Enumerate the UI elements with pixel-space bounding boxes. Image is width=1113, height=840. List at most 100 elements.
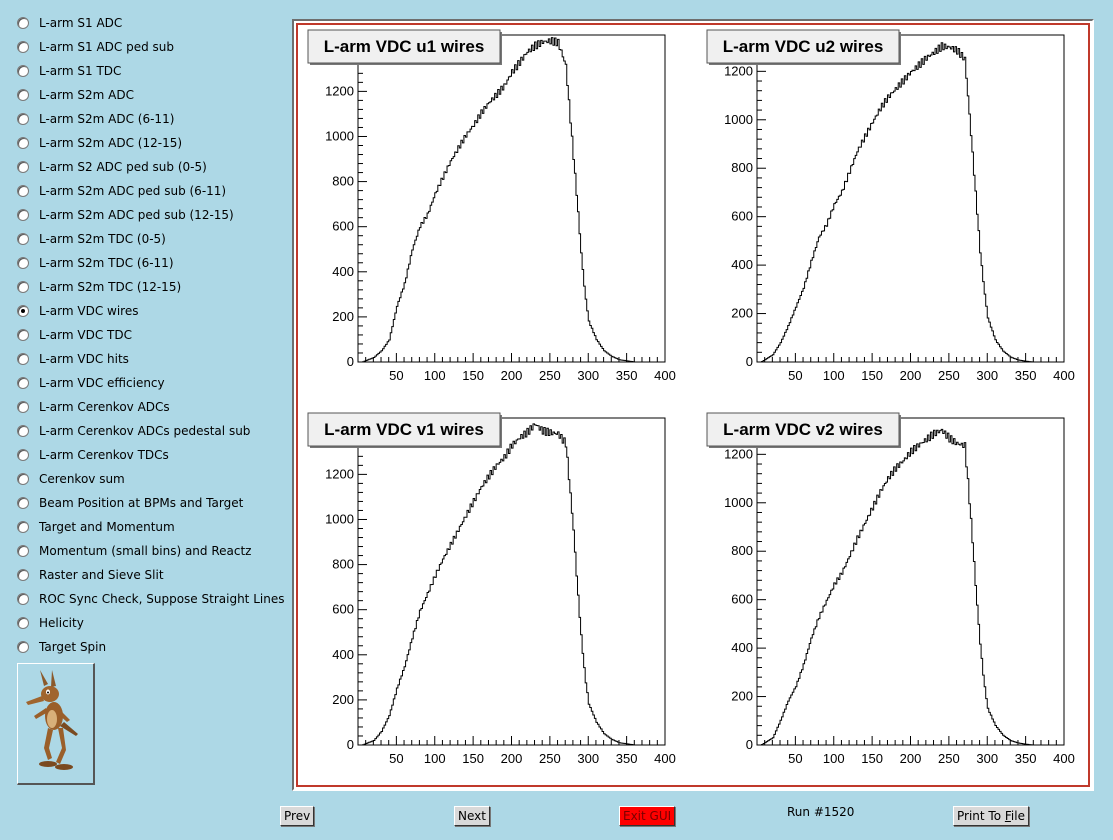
menu-item-label: L-arm Cerenkov ADCs pedestal sub [39, 424, 251, 438]
x-tick-label: 400 [1053, 368, 1075, 383]
menu-item[interactable]: Raster and Sieve Slit [17, 565, 164, 585]
menu-item[interactable]: L-arm S2m TDC (0-5) [17, 229, 166, 249]
menu-item-label: Beam Position at BPMs and Target [39, 496, 244, 510]
x-tick-label: 100 [424, 368, 446, 383]
menu-item-label: L-arm VDC efficiency [39, 376, 165, 390]
menu-item[interactable]: L-arm Cerenkov ADCs [17, 397, 170, 417]
radio-button[interactable] [17, 521, 29, 533]
x-tick-label: 150 [462, 751, 484, 766]
menu-item[interactable]: L-arm S2m ADC [17, 85, 134, 105]
y-tick-label: 200 [332, 309, 354, 324]
radio-button[interactable] [17, 257, 29, 269]
menu-item[interactable]: Target and Momentum [17, 517, 175, 537]
radio-button[interactable] [17, 185, 29, 197]
radio-button[interactable] [17, 449, 29, 461]
menu-item-label: L-arm VDC wires [39, 304, 139, 318]
radio-button[interactable] [17, 353, 29, 365]
radio-button[interactable] [17, 137, 29, 149]
menu-item[interactable]: Momentum (small bins) and Reactz [17, 541, 251, 561]
y-tick-label: 400 [731, 257, 753, 272]
histogram-canvas[interactable]: 50 100 150 200 250 300 350 40002004006008001000… [298, 25, 1092, 789]
y-tick-label: 200 [332, 692, 354, 707]
menu-item[interactable]: ROC Sync Check, Suppose Straight Lines [17, 589, 284, 609]
x-tick-label: 350 [1015, 368, 1037, 383]
radio-button[interactable] [17, 473, 29, 485]
plot-title-box [706, 412, 900, 447]
menu-item[interactable]: L-arm S2m ADC ped sub (6-11) [17, 181, 226, 201]
menu-item[interactable]: L-arm VDC hits [17, 349, 129, 369]
radio-button[interactable] [17, 569, 29, 581]
radio-button[interactable] [17, 545, 29, 557]
plot-frame [756, 417, 1065, 746]
menu-item-label: L-arm S2m ADC (12-15) [39, 136, 183, 150]
menu-item[interactable]: Helicity [17, 613, 84, 633]
menu-item[interactable]: Cerenkov sum [17, 469, 125, 489]
menu-item-label: L-arm VDC TDC [39, 328, 132, 342]
x-tick-label: 200 [900, 368, 922, 383]
menu-item-label: Raster and Sieve Slit [39, 568, 164, 582]
radio-button[interactable] [17, 305, 29, 317]
plot-title: L-arm VDC v2 wires [723, 420, 883, 439]
radio-button[interactable] [17, 89, 29, 101]
x-tick-label: 300 [976, 751, 998, 766]
menu-item-label: L-arm S2 ADC ped sub (0-5) [39, 160, 207, 174]
radio-button[interactable] [17, 497, 29, 509]
menu-item[interactable]: L-arm S2m ADC ped sub (12-15) [17, 205, 234, 225]
menu-item[interactable]: L-arm VDC efficiency [17, 373, 165, 393]
menu-item[interactable]: L-arm S2m TDC (12-15) [17, 277, 181, 297]
menu-item-label: ROC Sync Check, Suppose Straight Lines [39, 592, 285, 606]
radio-button[interactable] [17, 17, 29, 29]
menu-item-label: L-arm Cerenkov TDCs [39, 448, 169, 462]
menu-item[interactable]: L-arm VDC TDC [17, 325, 132, 345]
print-label-pre: Print To [957, 809, 1005, 823]
y-tick-label: 1200 [325, 83, 354, 98]
menu-item[interactable]: L-arm S1 ADC [17, 13, 122, 33]
radio-button[interactable] [17, 233, 29, 245]
menu-item[interactable]: L-arm Cerenkov ADCs pedestal sub [17, 421, 250, 441]
menu-item[interactable]: L-arm S2m ADC (6-11) [17, 109, 174, 129]
print-label-post: ile [1010, 809, 1025, 823]
menu-item[interactable]: Target Spin [17, 637, 106, 657]
radio-button[interactable] [17, 41, 29, 53]
plot-frame [357, 34, 666, 363]
menu-item[interactable]: L-arm S2m ADC (12-15) [17, 133, 182, 153]
radio-button[interactable] [17, 377, 29, 389]
radio-button[interactable] [17, 617, 29, 629]
radio-button[interactable] [17, 329, 29, 341]
y-tick-label: 600 [332, 219, 354, 234]
radio-button[interactable] [17, 65, 29, 77]
y-tick-label: 1000 [724, 495, 753, 510]
y-tick-label: 800 [332, 174, 354, 189]
radio-button[interactable] [17, 593, 29, 605]
y-tick-label: 800 [731, 543, 753, 558]
next-button[interactable]: Next [454, 806, 490, 826]
menu-item-label: L-arm S1 ADC [39, 16, 123, 30]
x-tick-label: 150 [861, 751, 883, 766]
menu-item[interactable]: L-arm S2m TDC (6-11) [17, 253, 174, 273]
exit-gui-button[interactable]: Exit GUI [619, 806, 676, 826]
x-tick-label: 200 [501, 751, 523, 766]
radio-button[interactable] [17, 281, 29, 293]
logo-button[interactable] [17, 663, 95, 785]
y-tick-label: 1000 [325, 511, 354, 526]
print-to-file-button[interactable]: Print To File [953, 806, 1029, 826]
menu-item[interactable]: L-arm S1 ADC ped sub [17, 37, 174, 57]
menu-item-label: L-arm Cerenkov ADCs [39, 400, 170, 414]
radio-button[interactable] [17, 161, 29, 173]
menu-item[interactable]: L-arm S2 ADC ped sub (0-5) [17, 157, 207, 177]
radio-button[interactable] [17, 401, 29, 413]
menu-item-label: Helicity [39, 616, 84, 630]
plot-title-box [307, 29, 501, 64]
prev-button[interactable]: Prev [280, 806, 315, 826]
radio-button[interactable] [17, 209, 29, 221]
coyote-icon [26, 670, 78, 770]
radio-button[interactable] [17, 641, 29, 653]
menu-item[interactable]: Beam Position at BPMs and Target [17, 493, 243, 513]
menu-item[interactable]: L-arm VDC wires [17, 301, 138, 321]
radio-button[interactable] [17, 425, 29, 437]
menu-item[interactable]: L-arm S1 TDC [17, 61, 121, 81]
histogram-line [358, 423, 647, 746]
radio-button[interactable] [17, 113, 29, 125]
plot-title-box [307, 412, 501, 447]
menu-item[interactable]: L-arm Cerenkov TDCs [17, 445, 169, 465]
